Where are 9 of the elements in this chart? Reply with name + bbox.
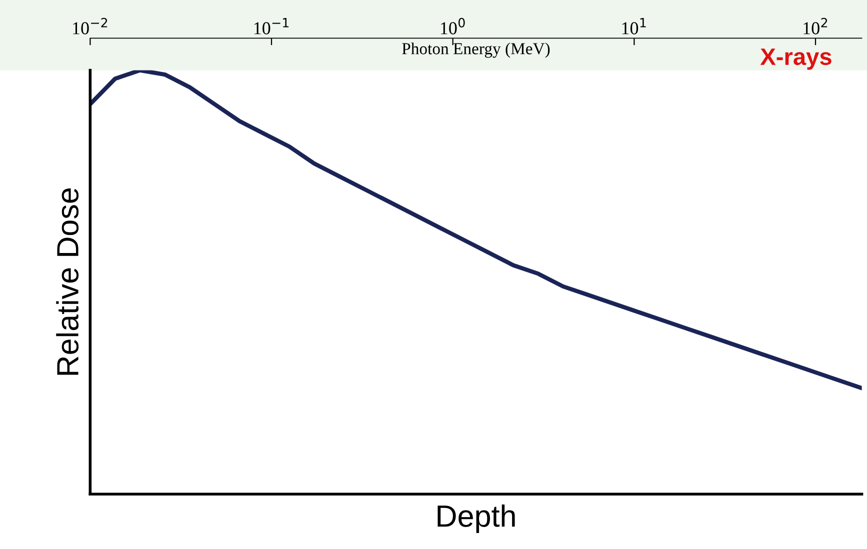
x2-tick-label: 10$^{1}$ xyxy=(622,18,646,34)
x2-tick-label: 10$^{0}$ xyxy=(440,18,465,34)
text: X-rays xyxy=(760,48,832,70)
x2-tick-label: 10$^{−2}$ xyxy=(73,18,108,34)
x2-tick-label: 10$^{2}$ xyxy=(804,18,828,34)
x2-axis-title: Photon Energy (MeV) xyxy=(402,42,550,58)
y-axis-title: Relative Dose xyxy=(56,188,79,375)
x-axis-title: Depth xyxy=(438,504,515,533)
x2-tick-label: 10$^{−1}$ xyxy=(254,18,289,34)
